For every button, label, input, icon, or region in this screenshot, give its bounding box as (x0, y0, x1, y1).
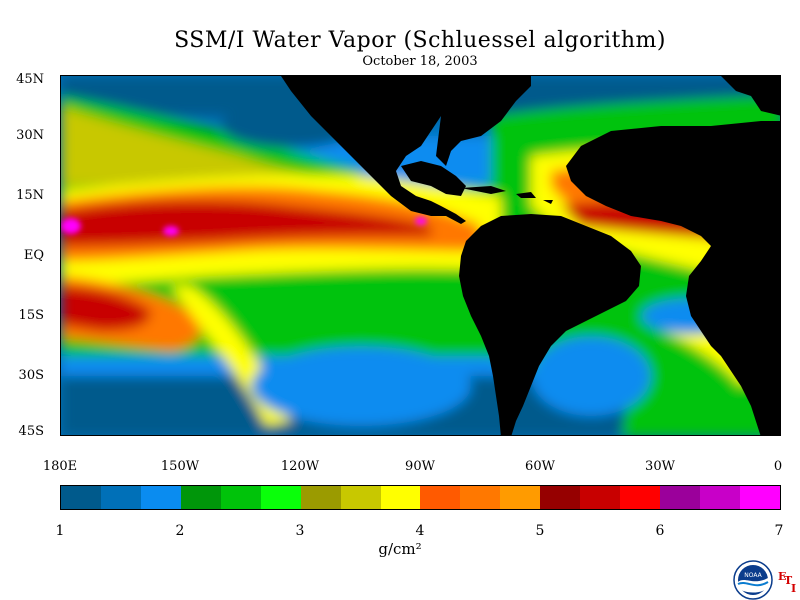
water-vapor-map (60, 75, 781, 436)
lon-label-0: 0 (773, 459, 783, 474)
colorbar-tick-1: 1 (55, 523, 65, 539)
landmass (281, 76, 780, 435)
eti-letter-i: I (791, 582, 797, 595)
lat-label-30n: 30N (16, 128, 44, 143)
colorbar-swatch-13 (580, 486, 621, 509)
colorbar-swatch-1 (100, 486, 141, 509)
colorbar-swatch-11 (500, 486, 541, 509)
colorbar-swatch-4 (220, 486, 261, 509)
colorbar-tick-2: 2 (175, 523, 185, 539)
colorbar-units: g/cm² (378, 540, 422, 558)
eti-letter-t: T (784, 574, 793, 587)
lat-label-45n: 45N (16, 72, 44, 87)
colorbar-swatch-3 (180, 486, 221, 509)
map-svg (61, 76, 780, 435)
eti-letter-e: E (778, 570, 787, 583)
colorbar-swatch-5 (260, 486, 301, 509)
colorbar-swatch-0 (61, 486, 101, 509)
lon-label-60w: 60W (525, 459, 555, 474)
colorbar-swatch-7 (340, 486, 381, 509)
colorbar-swatch-10 (460, 486, 501, 509)
lon-label-90w: 90W (405, 459, 435, 474)
lat-label-15s: 15S (18, 308, 44, 323)
lon-label-180e: 180E (42, 459, 78, 474)
noaa-logo-text: NOAA (744, 572, 762, 579)
lon-label-150w: 150W (160, 459, 200, 474)
colorbar-swatch-8 (380, 486, 421, 509)
lat-label-15n: 15N (16, 188, 44, 203)
colorbar-swatch-9 (420, 486, 461, 509)
lon-label-30w: 30W (645, 459, 675, 474)
colorbar (60, 485, 781, 510)
lat-label-45s: 45S (18, 424, 44, 439)
colorbar-swatch-15 (660, 486, 700, 509)
colorbar-tick-3: 3 (295, 523, 305, 539)
lon-label-120w: 120W (280, 459, 320, 474)
colorbar-swatch-6 (300, 486, 341, 509)
chart-date: October 18, 2003 (362, 54, 478, 69)
colorbar-swatch-12 (540, 486, 581, 509)
lat-label-eq: EQ (23, 248, 44, 263)
colorbar-swatch-17 (739, 486, 780, 509)
colorbar-swatch-16 (700, 486, 740, 509)
colorbar-tick-5: 5 (535, 523, 545, 539)
colorbar-tick-6: 6 (655, 523, 665, 539)
lat-label-30s: 30S (18, 368, 44, 383)
colorbar-tick-4: 4 (415, 523, 425, 539)
noaa-logo-icon: NOAA (733, 560, 773, 600)
colorbar-tick-7: 7 (774, 523, 784, 539)
colorbar-swatch-2 (140, 486, 181, 509)
chart-title: SSM/I Water Vapor (Schluessel algorithm) (174, 28, 666, 53)
colorbar-swatch-14 (620, 486, 661, 509)
